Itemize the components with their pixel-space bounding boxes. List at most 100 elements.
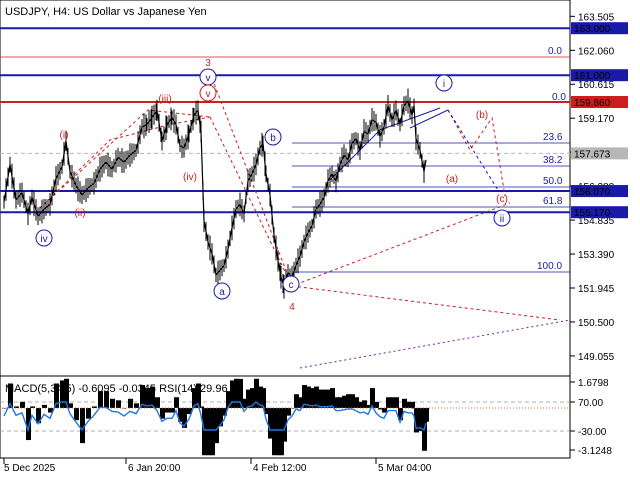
level-price-label: 157.673 (574, 149, 611, 160)
wave-label: (b) (476, 110, 488, 121)
time-tick-label: 4 Feb 12:00 (253, 463, 307, 474)
macd-histogram-bar (354, 397, 359, 408)
macd-histogram-bar (382, 407, 387, 413)
level-price-tag (571, 69, 628, 82)
macd-histogram-bar (238, 378, 243, 408)
macd-histogram-bar (64, 378, 69, 408)
fibo-label: 100.0 (537, 261, 562, 272)
fibo-label: 38.2 (543, 155, 563, 166)
macd-histogram-bar (246, 389, 251, 408)
wave-label: v (206, 89, 211, 100)
macd-histogram-bar (370, 388, 375, 408)
level-price-tag (571, 185, 628, 198)
fibo-label: 0.0 (548, 46, 562, 57)
macd-histogram-bar (8, 383, 13, 408)
wave-path (39, 109, 211, 209)
macd-histogram-bar (170, 407, 175, 413)
price-tick-label: 162.060 (578, 46, 615, 57)
level-price-tag (571, 22, 628, 35)
fibo-label: 0.0 (552, 92, 566, 103)
price-tick-label: 154.835 (578, 216, 615, 227)
wave-label: (a) (446, 174, 458, 185)
macd-histogram-bar (165, 407, 170, 413)
time-tick-label: 6 Jan 20:00 (128, 463, 181, 474)
macd-histogram-bar (258, 386, 263, 408)
macd-histogram-bar (42, 404, 47, 408)
macd-histogram-bar (338, 397, 343, 408)
macd-histogram-bar (140, 385, 145, 408)
wave-label: iv (40, 234, 47, 245)
macd-histogram-bar (14, 406, 19, 408)
wave-label: a (219, 287, 225, 298)
macd-histogram-bar (122, 407, 127, 409)
macd-histogram-bar (298, 397, 303, 408)
price-tick-label: 149.055 (578, 352, 615, 363)
macd-histogram-bar (254, 378, 259, 408)
wave-path (209, 72, 293, 287)
macd-histogram-bar (74, 407, 79, 421)
main-panel (0, 0, 571, 377)
wave-label: (iv) (183, 172, 197, 183)
macd-histogram-bar (206, 407, 211, 456)
wave-label: v (206, 73, 211, 84)
indicator-tick-label: -3.1248 (578, 446, 612, 457)
macd-histogram-bar (226, 391, 231, 408)
macd-histogram-bar (366, 404, 371, 408)
macd-histogram-bar (418, 407, 423, 431)
price-tick-label: 160.615 (578, 80, 615, 91)
macd-histogram-bar (394, 397, 399, 408)
macd-histogram-bar (199, 406, 204, 408)
macd-histogram-bar (326, 389, 331, 408)
price-tick-label: 151.945 (578, 284, 615, 295)
macd-histogram-bar (346, 394, 351, 408)
macd-histogram-bar (390, 397, 395, 408)
macd-histogram-bar (145, 388, 150, 408)
wave-path (299, 319, 571, 369)
macd-histogram-bar (160, 407, 165, 419)
rsi-line (3, 401, 427, 433)
macd-histogram-bar (282, 407, 287, 442)
level-price-label: 155.170 (574, 208, 611, 219)
macd-histogram-bar (2, 407, 7, 409)
macd-histogram-bar (128, 398, 133, 408)
macd-histogram-bar (264, 407, 269, 415)
macd-histogram-bar (178, 407, 183, 422)
macd-histogram-bar (276, 407, 281, 456)
macd-histogram-bar (174, 397, 179, 408)
macd-histogram-bar (330, 388, 335, 408)
wave-path (447, 109, 499, 191)
macd-histogram-bar (272, 407, 277, 456)
wave-label-circle (199, 84, 217, 102)
macd-histogram-bar (261, 388, 266, 408)
macd-histogram-bar (242, 398, 247, 408)
macd-histogram-bar (86, 407, 91, 419)
macd-histogram-bar (234, 378, 239, 408)
macd-histogram-bar (362, 400, 367, 408)
macd-histogram-bar (334, 397, 339, 408)
level-price-tag (571, 147, 628, 160)
fibo-label: 50.0 (543, 176, 563, 187)
macd-histogram-bar (68, 403, 73, 408)
wave-label: (c) (496, 194, 508, 205)
fibo-label: 23.6 (543, 132, 563, 143)
macd-histogram-bar (196, 383, 201, 408)
wave-label-circle (435, 74, 453, 92)
level-price-label: 159.860 (574, 98, 611, 109)
macd-histogram-bar (398, 407, 403, 421)
macd-histogram-bar (98, 391, 103, 408)
macd-histogram-bar (286, 407, 291, 416)
wave-label: 3 (205, 58, 211, 69)
macd-histogram-bar (414, 407, 419, 433)
wave-label-circle (35, 229, 53, 247)
macd-histogram-bar (294, 394, 299, 408)
wave-label-circle (282, 275, 300, 293)
time-tick-label: 5 Dec 2025 (4, 463, 56, 474)
macd-histogram-bar (54, 383, 59, 408)
macd-histogram-bar (279, 407, 284, 456)
wave-label: c (289, 280, 294, 291)
macd-histogram-bar (406, 401, 411, 408)
macd-histogram-bar (378, 407, 383, 410)
time-tick-label: 5 Mar 04:00 (378, 463, 432, 474)
price-tick-label: 159.170 (578, 114, 615, 125)
